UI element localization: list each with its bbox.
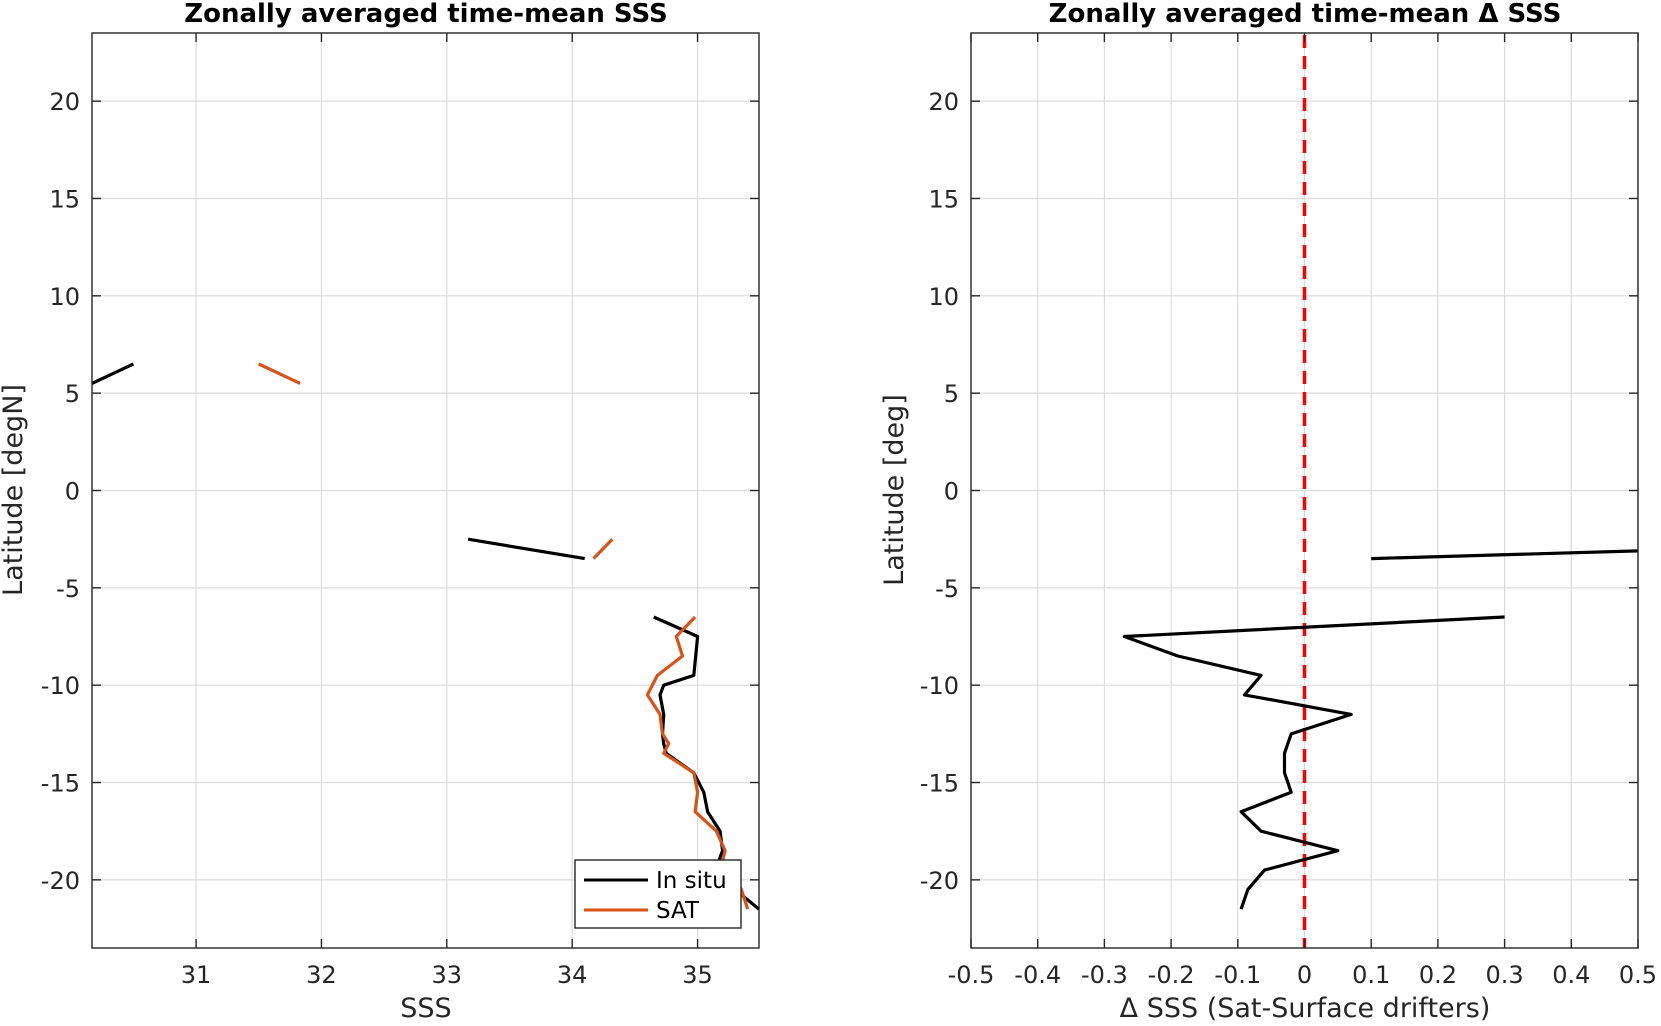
y-tick-label-right: -15 xyxy=(920,770,959,798)
series-line-sat-left-seg1 xyxy=(592,538,614,560)
legend: In situ SAT xyxy=(574,859,742,929)
y-tick-label-left: -15 xyxy=(41,770,80,798)
series-line-series-0-right-seg1 xyxy=(1122,615,1505,910)
x-tick-label-right: 0.1 xyxy=(1352,961,1390,989)
x-tick-label-right: 0.4 xyxy=(1552,961,1590,989)
series-line-sat-left-seg0 xyxy=(258,362,301,385)
x-tick-label-right: -0.1 xyxy=(1214,961,1261,989)
left-chart-sss: Zonally averaged time-mean SSS 31 32 33 34 3… xyxy=(0,0,761,1024)
x-tick-label-right: 0 xyxy=(1297,961,1312,989)
x-tick-label-left: 34 xyxy=(557,961,588,989)
x-tick-label-right: 0.5 xyxy=(1619,961,1657,989)
y-axis-label-left: Latitude [degN] xyxy=(0,384,29,596)
y-axis-label-right: Latitude [deg] xyxy=(879,394,910,586)
x-tick-label-left: 31 xyxy=(181,961,212,989)
x-axis-label-left: SSS xyxy=(400,993,451,1024)
series-line-in-situ-left-seg0 xyxy=(91,362,135,385)
y-tick-label-left: 0 xyxy=(65,478,80,506)
y-tick-label-left: 15 xyxy=(49,185,80,213)
y-tick-label-left: -5 xyxy=(56,575,80,603)
y-tick-label-left: 20 xyxy=(49,88,80,116)
series-line-in-situ-left-seg1 xyxy=(467,537,585,561)
y-tick-label-right: 5 xyxy=(944,380,959,408)
y-tick-label-right: 0 xyxy=(944,478,959,506)
x-tick-label-left: 32 xyxy=(306,961,337,989)
series-line-sat-left-seg2 xyxy=(645,615,750,910)
y-tick-label-right: 15 xyxy=(928,185,959,213)
x-tick-label-right: -0.4 xyxy=(1014,961,1061,989)
y-tick-label-right: 10 xyxy=(928,283,959,311)
y-tick-label-left: 10 xyxy=(49,283,80,311)
chart-title-right: Zonally averaged time-mean Δ SSS xyxy=(1049,0,1562,29)
x-tick-label-right: -0.2 xyxy=(1148,961,1195,989)
x-tick-label-left: 35 xyxy=(682,961,713,989)
legend-label-sat: SAT xyxy=(656,898,700,924)
y-tick-label-right: -20 xyxy=(920,867,959,895)
right-chart-delta-sss: Zonally averaged time-mean Δ SSS -0.5 -0.… xyxy=(879,0,1657,1024)
y-tick-label-right: -5 xyxy=(935,575,959,603)
chart-title-left: Zonally averaged time-mean SSS xyxy=(184,0,668,29)
series-line-series-0-right-seg0 xyxy=(1371,549,1639,561)
x-tick-label-right: -0.5 xyxy=(948,961,995,989)
y-tick-label-left: -10 xyxy=(41,672,80,700)
x-tick-label-right: -0.3 xyxy=(1081,961,1128,989)
x-axis-label-right: Δ SSS (Sat-Surface drifters) xyxy=(1120,993,1491,1024)
y-tick-label-left: -20 xyxy=(41,867,80,895)
legend-label-in-situ: In situ xyxy=(656,868,727,894)
y-tick-label-right: 20 xyxy=(928,88,959,116)
y-tick-label-right: -10 xyxy=(920,672,959,700)
y-tick-label-left: 5 xyxy=(65,380,80,408)
x-tick-label-right: 0.2 xyxy=(1419,961,1457,989)
x-tick-label-left: 33 xyxy=(432,961,463,989)
x-tick-label-right: 0.3 xyxy=(1486,961,1524,989)
